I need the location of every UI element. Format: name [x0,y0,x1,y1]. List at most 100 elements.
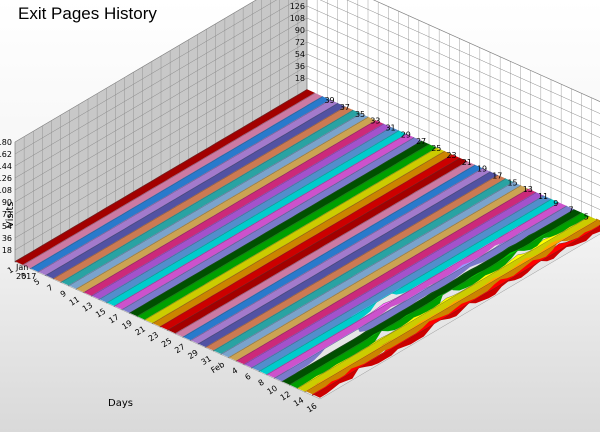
z-tick-label: 7 [568,206,573,215]
y-tick-label-back: 18 [295,74,305,83]
series-ribbon-top [15,89,315,265]
y-tick-label-left: 108 [0,186,12,195]
z-tick-label: 13 [523,185,533,194]
series-ribbon-top [243,192,544,368]
x-tick-label: 27 [173,342,186,355]
series-ribbon-top [190,168,490,344]
x-tick-prefix: 2017 [16,272,36,281]
series-ribbon-top [289,212,590,389]
z-tick-label: 15 [507,178,517,187]
series-ribbon-face [14,89,308,263]
x-tick-label: 12 [279,390,292,403]
x-tick-label: 13 [81,301,94,314]
series-ribbon-top [76,116,376,293]
y-tick-label-left: 162 [0,150,12,159]
z-tick-label: 17 [492,171,502,180]
x-tick-label: 4 [230,366,239,376]
z-tick-label: 9 [553,199,558,208]
series-ribbon-top [37,99,338,275]
y-tick-label-left: 180 [0,138,12,147]
series-ribbon-top [266,202,567,378]
x-tick-label: 14 [292,395,305,408]
series-ribbon-top [98,127,399,303]
series-ribbon-top [236,188,536,365]
series-ribbon-top [30,96,330,272]
y-tick-label-left: 144 [0,162,12,171]
series-ribbon-top [297,216,597,392]
z-tick-label: 19 [477,165,487,174]
series-ribbon-top [205,175,506,351]
series-ribbon-top [228,185,529,361]
series-ribbon-top [182,164,483,341]
x-tick-label: 8 [257,378,266,388]
series-ribbon-top [114,133,414,310]
x-tick-label: 16 [305,401,318,414]
z-tick-label: 5 [584,213,589,222]
x-tick-label: 19 [120,318,133,331]
series-ribbon-top [129,140,429,317]
x-tick-label: 23 [147,330,160,343]
series-ribbon-top [60,109,361,286]
series-ribbon-top [144,147,445,323]
series-ribbon-top [198,171,498,347]
x-tick-label: 21 [134,324,147,337]
series-ribbon-top [259,198,559,375]
z-tick-label: 3 [599,219,600,228]
y-axis-label: Visits [5,201,16,228]
x-axis-label: Days [108,398,133,409]
x-tick-label: 7 [46,283,55,293]
series-ribbon-top [167,157,468,334]
y-tick-label-back: 72 [295,38,305,47]
z-tick-label: 29 [401,130,411,139]
series-ribbon-top [121,137,422,313]
x-tick-label: 31 [200,354,213,367]
x-tick-label: 3 [19,271,28,281]
x-tick-label: 6 [243,372,252,382]
series-ribbon-top [274,205,574,382]
x-tick-label: 5 [32,277,41,287]
series-ribbon-top [213,178,513,354]
y-tick-label-left: 18 [2,246,12,255]
z-tick-label: 35 [355,110,365,119]
y-tick-label-left: 90 [2,198,12,207]
series-ribbon-top [91,123,391,299]
z-tick-label: 37 [340,103,350,112]
y-tick-label-left: 126 [0,174,12,183]
y-tick-label-back: 90 [295,26,305,35]
z-tick-label: 21 [462,158,472,167]
series-ribbon-top [83,120,384,296]
series-ribbon-top [45,103,346,279]
z-tick-label: 25 [431,144,441,153]
series-ribbon-top [175,161,475,337]
y-tick-label-left: 54 [2,222,12,231]
x-tick-label: 9 [59,289,68,299]
x-tick-label: 25 [160,336,173,349]
chart-title: Exit Pages History [18,4,157,23]
z-tick-label: 27 [416,137,426,146]
series-ribbon-top [281,209,582,385]
y-tick-label-back: 108 [290,14,305,23]
series-ribbon-top [251,195,551,371]
x-tick-label: 29 [186,348,199,361]
x-tick-label: 10 [266,384,279,397]
z-tick-label: 11 [538,192,548,201]
series-ribbon-top [304,218,600,395]
z-tick-label: 33 [370,117,380,126]
x-tick-prefix: Jan [15,263,28,272]
x-tick-label: 1 [6,265,15,275]
series-ribbon-top [137,144,437,320]
y-tick-label-back: 126 [290,2,305,11]
series-ribbon-top [22,92,323,269]
x-tick-label: 15 [94,307,107,320]
series-ribbon-top [159,154,460,330]
z-tick-label: 23 [446,151,456,160]
series-ribbon-top [220,181,521,358]
z-tick-label: 39 [324,96,334,105]
y-tick-label-back: 54 [295,50,305,59]
y-tick-label-left: 36 [2,234,12,243]
series-ribbon-top [68,113,369,289]
x-tick-label: 11 [68,295,81,308]
series-ribbon-top [53,106,353,282]
